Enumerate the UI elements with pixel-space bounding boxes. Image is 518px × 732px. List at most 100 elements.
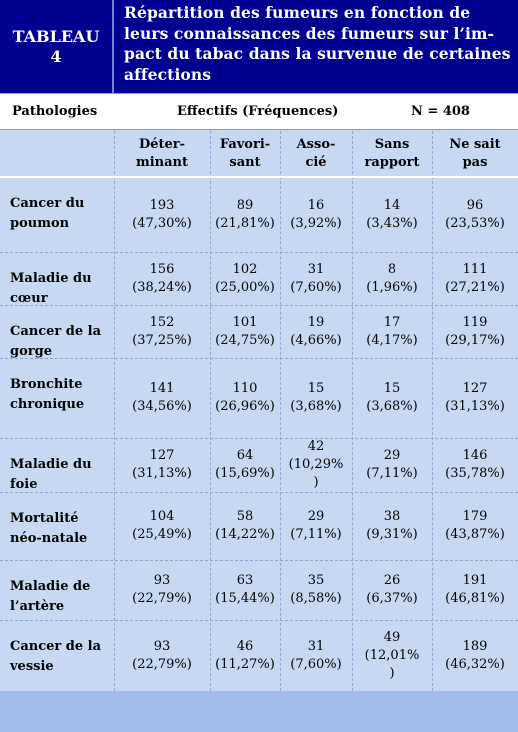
cell-percentage: (27,21%) bbox=[445, 279, 505, 295]
cell-percentage: (22,79%) bbox=[132, 591, 192, 606]
cell-count: 15 bbox=[383, 381, 401, 396]
pathology-label: Cancer de la vessie bbox=[10, 637, 114, 677]
table-cell: 29 (7,11%) bbox=[352, 438, 432, 492]
table-cell: 156 (38,24%) bbox=[114, 252, 210, 305]
table-cell: 111 (27,21%) bbox=[432, 252, 518, 305]
table-cell: 110 (26,96%) bbox=[210, 358, 280, 438]
pathology-label-line: chronique bbox=[10, 397, 85, 412]
cell-percentage: (7,11%) bbox=[290, 527, 342, 542]
cell-count: 96 bbox=[466, 197, 484, 213]
table-cell: 141 (34,56%) bbox=[114, 358, 210, 438]
cell-count: 58 bbox=[236, 509, 254, 524]
table-cell: 93 (22,79%) bbox=[114, 620, 210, 691]
cell-count: 102 bbox=[232, 261, 258, 277]
cell-count: 49 bbox=[383, 629, 401, 645]
column-header-line: sant bbox=[229, 155, 261, 170]
table-cell: 42 (10,29%) bbox=[280, 438, 352, 492]
cell-count: 110 bbox=[232, 381, 258, 396]
column-header-line: Déter- bbox=[138, 137, 186, 152]
cell-count: 35 bbox=[307, 573, 325, 588]
table-cell: 63 (15,44%) bbox=[210, 560, 280, 620]
pathology-label-line: cœur bbox=[10, 291, 48, 306]
cell-count: 17 bbox=[383, 314, 401, 330]
table-cell: 14 (3,43%) bbox=[352, 177, 432, 252]
cell-count: 156 bbox=[149, 261, 175, 277]
cell-percentage: (11,27%) bbox=[215, 656, 275, 672]
cell-count: 26 bbox=[383, 573, 401, 588]
pathology-label-line: Mortalité bbox=[10, 511, 79, 526]
row-divider bbox=[0, 438, 518, 439]
column-header-line: Sans bbox=[374, 137, 410, 152]
column-header: Asso-cié bbox=[280, 131, 352, 177]
column-divider bbox=[432, 131, 433, 691]
cell-count: 127 bbox=[149, 448, 175, 463]
table-cell: 96 (23,53%) bbox=[432, 177, 518, 252]
cell-count: 193 bbox=[149, 197, 175, 213]
cell-count: 93 bbox=[153, 638, 171, 654]
sample-size: N = 408 bbox=[411, 104, 470, 119]
pathology-label-line: Maladie du bbox=[10, 271, 92, 286]
table-cell: 8 (1,96%) bbox=[352, 252, 432, 305]
cell-percentage: (14,22%) bbox=[215, 527, 275, 542]
pathology-label-line: vessie bbox=[10, 659, 54, 674]
cell-percentage: (34,56%) bbox=[132, 399, 192, 414]
cell-percentage: (6,37%) bbox=[366, 591, 418, 606]
cell-count: 146 bbox=[462, 448, 488, 463]
cell-percentage: (25,49%) bbox=[132, 527, 192, 542]
cell-percentage: (38,24%) bbox=[132, 279, 192, 295]
table-cell: 38 (9,31%) bbox=[352, 492, 432, 560]
cell-percentage: (46,32%) bbox=[445, 656, 505, 672]
column-header: Ne sait pas bbox=[432, 131, 518, 177]
cell-percentage: (31,13%) bbox=[445, 399, 505, 414]
cell-count: 46 bbox=[236, 638, 254, 654]
cell-percentage: (46,81%) bbox=[445, 591, 505, 606]
cell-count: 189 bbox=[462, 638, 488, 654]
cell-percentage: (4,66%) bbox=[290, 332, 342, 348]
table-cell: 31 (7,60%) bbox=[280, 620, 352, 691]
column-header-line: cié bbox=[305, 155, 327, 170]
pathology-label-line: Cancer de la bbox=[10, 639, 102, 654]
table-cell: 104 (25,49%) bbox=[114, 492, 210, 560]
table-cell: 64 (15,69%) bbox=[210, 438, 280, 492]
cell-percentage: (47,30%) bbox=[132, 215, 192, 231]
cell-count: 29 bbox=[307, 509, 325, 524]
cell-count: 152 bbox=[149, 314, 175, 330]
cell-percentage: (25,00%) bbox=[215, 279, 275, 295]
pathologies-header: Pathologies bbox=[12, 104, 98, 119]
pathology-label-line: Maladie de bbox=[10, 579, 91, 594]
column-header: Déter-minant bbox=[114, 131, 210, 177]
pathology-label-line: l’artère bbox=[10, 599, 65, 614]
table-cell: 179 (43,87%) bbox=[432, 492, 518, 560]
table-cell: 31 (7,60%) bbox=[280, 252, 352, 305]
pathology-label-line: foie bbox=[10, 477, 38, 492]
table-cell: 152 (37,25%) bbox=[114, 305, 210, 358]
pathology-label: Maladie de l’artère bbox=[10, 577, 114, 617]
cell-percentage: (7,60%) bbox=[290, 279, 342, 295]
cell-percentage: (35,78%) bbox=[445, 466, 505, 481]
table-title-bar: TABLEAU 4 Répartition des fumeurs en fon… bbox=[0, 0, 518, 93]
table-cell: 26 (6,37%) bbox=[352, 560, 432, 620]
table-cell: 49 (12,01%) bbox=[352, 620, 432, 691]
row-divider bbox=[0, 358, 518, 359]
cell-count: 38 bbox=[383, 509, 401, 524]
cell-percentage: (21,81%) bbox=[215, 215, 275, 231]
cell-count: 127 bbox=[462, 381, 488, 396]
cell-count: 93 bbox=[153, 573, 171, 588]
cell-count: 8 bbox=[387, 261, 397, 277]
column-divider bbox=[210, 131, 211, 691]
column-header-line: Asso- bbox=[296, 137, 336, 152]
pathology-label-line: néo-natale bbox=[10, 531, 88, 546]
pathology-label: Mortalité néo-natale bbox=[10, 509, 114, 549]
cell-percentage: (9,31%) bbox=[366, 527, 418, 542]
row-divider bbox=[0, 492, 518, 493]
cell-count: 101 bbox=[232, 314, 258, 330]
cell-percentage: (23,53%) bbox=[445, 215, 505, 231]
cell-count: 16 bbox=[307, 197, 325, 213]
table-cell: 17 (4,17%) bbox=[352, 305, 432, 358]
table-cell: 191 (46,81%) bbox=[432, 560, 518, 620]
table-cell: 102 (25,00%) bbox=[210, 252, 280, 305]
cell-count: 141 bbox=[149, 381, 175, 396]
table-cell: 46 (11,27%) bbox=[210, 620, 280, 691]
table-cell: 146 (35,78%) bbox=[432, 438, 518, 492]
effectifs-header: Effectifs (Fréquences) bbox=[177, 104, 339, 119]
